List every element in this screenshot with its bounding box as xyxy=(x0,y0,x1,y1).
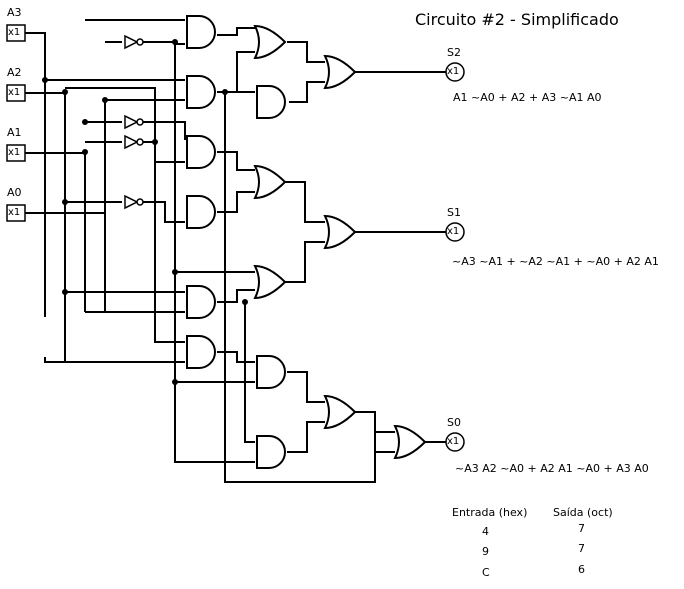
output-label-s1: S1 xyxy=(447,206,461,219)
table-cell: 7 xyxy=(578,542,585,555)
table-header-output: Saída (oct) xyxy=(553,506,613,519)
input-pin-a1: x1 xyxy=(8,147,21,158)
input-pin-a2: x1 xyxy=(8,87,21,98)
wires xyxy=(25,19,446,483)
output-label-s2: S2 xyxy=(447,46,461,59)
output-pin-s0: x1 xyxy=(447,436,460,447)
input-label-a1: A1 xyxy=(7,126,22,139)
output-pin-s1: x1 xyxy=(447,226,460,237)
not-gates xyxy=(124,35,144,209)
output-label-s0: S0 xyxy=(447,416,461,429)
input-pin-a3: x1 xyxy=(8,27,21,38)
table-cell: 4 xyxy=(482,525,489,538)
table-cell: C xyxy=(482,566,490,579)
table-cell: 6 xyxy=(578,563,585,576)
diagram-title: Circuito #2 - Simplificado xyxy=(415,10,619,29)
output-pins xyxy=(445,62,465,452)
expression-s2: A1 ~A0 + A2 + A3 ~A1 A0 xyxy=(453,91,602,104)
output-pin-s2: x1 xyxy=(447,66,460,77)
input-label-a3: A3 xyxy=(7,6,22,19)
input-label-a2: A2 xyxy=(7,66,22,79)
table-header-input: Entrada (hex) xyxy=(452,506,528,519)
junction-dots xyxy=(42,39,248,385)
expression-s0: ~A3 A2 ~A0 + A2 A1 ~A0 + A3 A0 xyxy=(455,462,649,475)
table-cell: 9 xyxy=(482,545,489,558)
input-pins xyxy=(6,24,26,222)
input-pin-a0: x1 xyxy=(8,207,21,218)
table-cell: 7 xyxy=(578,522,585,535)
input-label-a0: A0 xyxy=(7,186,22,199)
expression-s1: ~A3 ~A1 + ~A2 ~A1 + ~A0 + A2 A1 xyxy=(452,255,659,268)
